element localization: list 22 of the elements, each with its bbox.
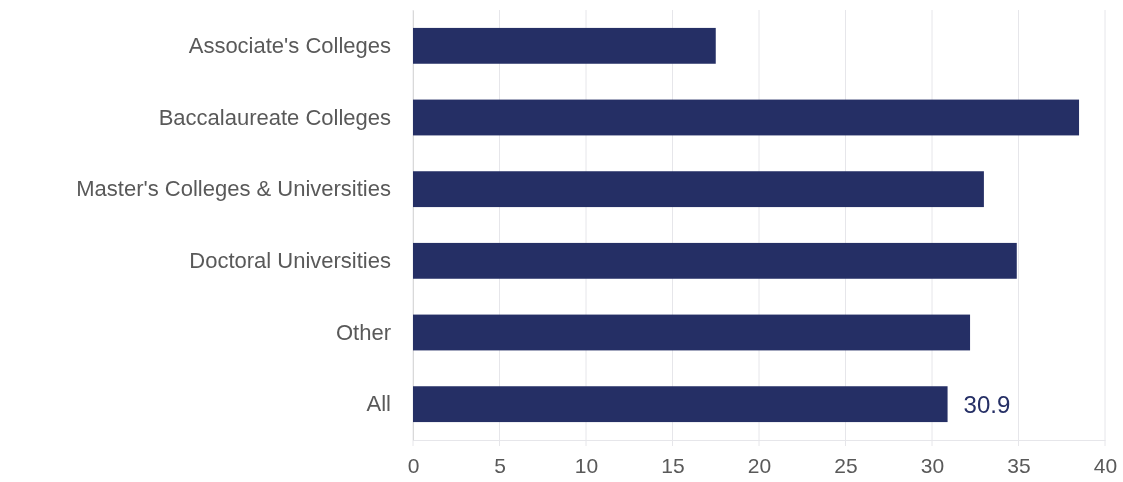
x-tick-label: 35 — [1007, 453, 1031, 477]
bar — [413, 99, 1080, 136]
x-tick-label: 30 — [920, 453, 945, 477]
y-tick-label: Baccalaureate Colleges — [158, 104, 391, 130]
bar — [413, 386, 948, 423]
y-tick-label: All — [366, 391, 391, 417]
y-tick-label: Other — [335, 319, 391, 345]
x-tick-label: 20 — [747, 453, 772, 477]
x-tick-label: 5 — [494, 453, 506, 477]
y-tick-label: Associate's Colleges — [188, 32, 391, 58]
bar — [413, 27, 716, 64]
x-tick-label: 15 — [661, 453, 685, 477]
x-tick-label: 10 — [574, 453, 599, 477]
y-tick-label: Master's Colleges & Universities — [76, 176, 391, 202]
y-tick-label: Doctoral Universities — [189, 247, 391, 273]
x-tick-label: 0 — [407, 453, 420, 477]
bar — [413, 242, 1017, 279]
bar — [413, 171, 984, 208]
x-tick-label: 25 — [834, 453, 858, 477]
data-label: 30.9 — [963, 390, 1011, 418]
bar — [413, 314, 971, 351]
x-tick-label: 40 — [1093, 453, 1118, 477]
